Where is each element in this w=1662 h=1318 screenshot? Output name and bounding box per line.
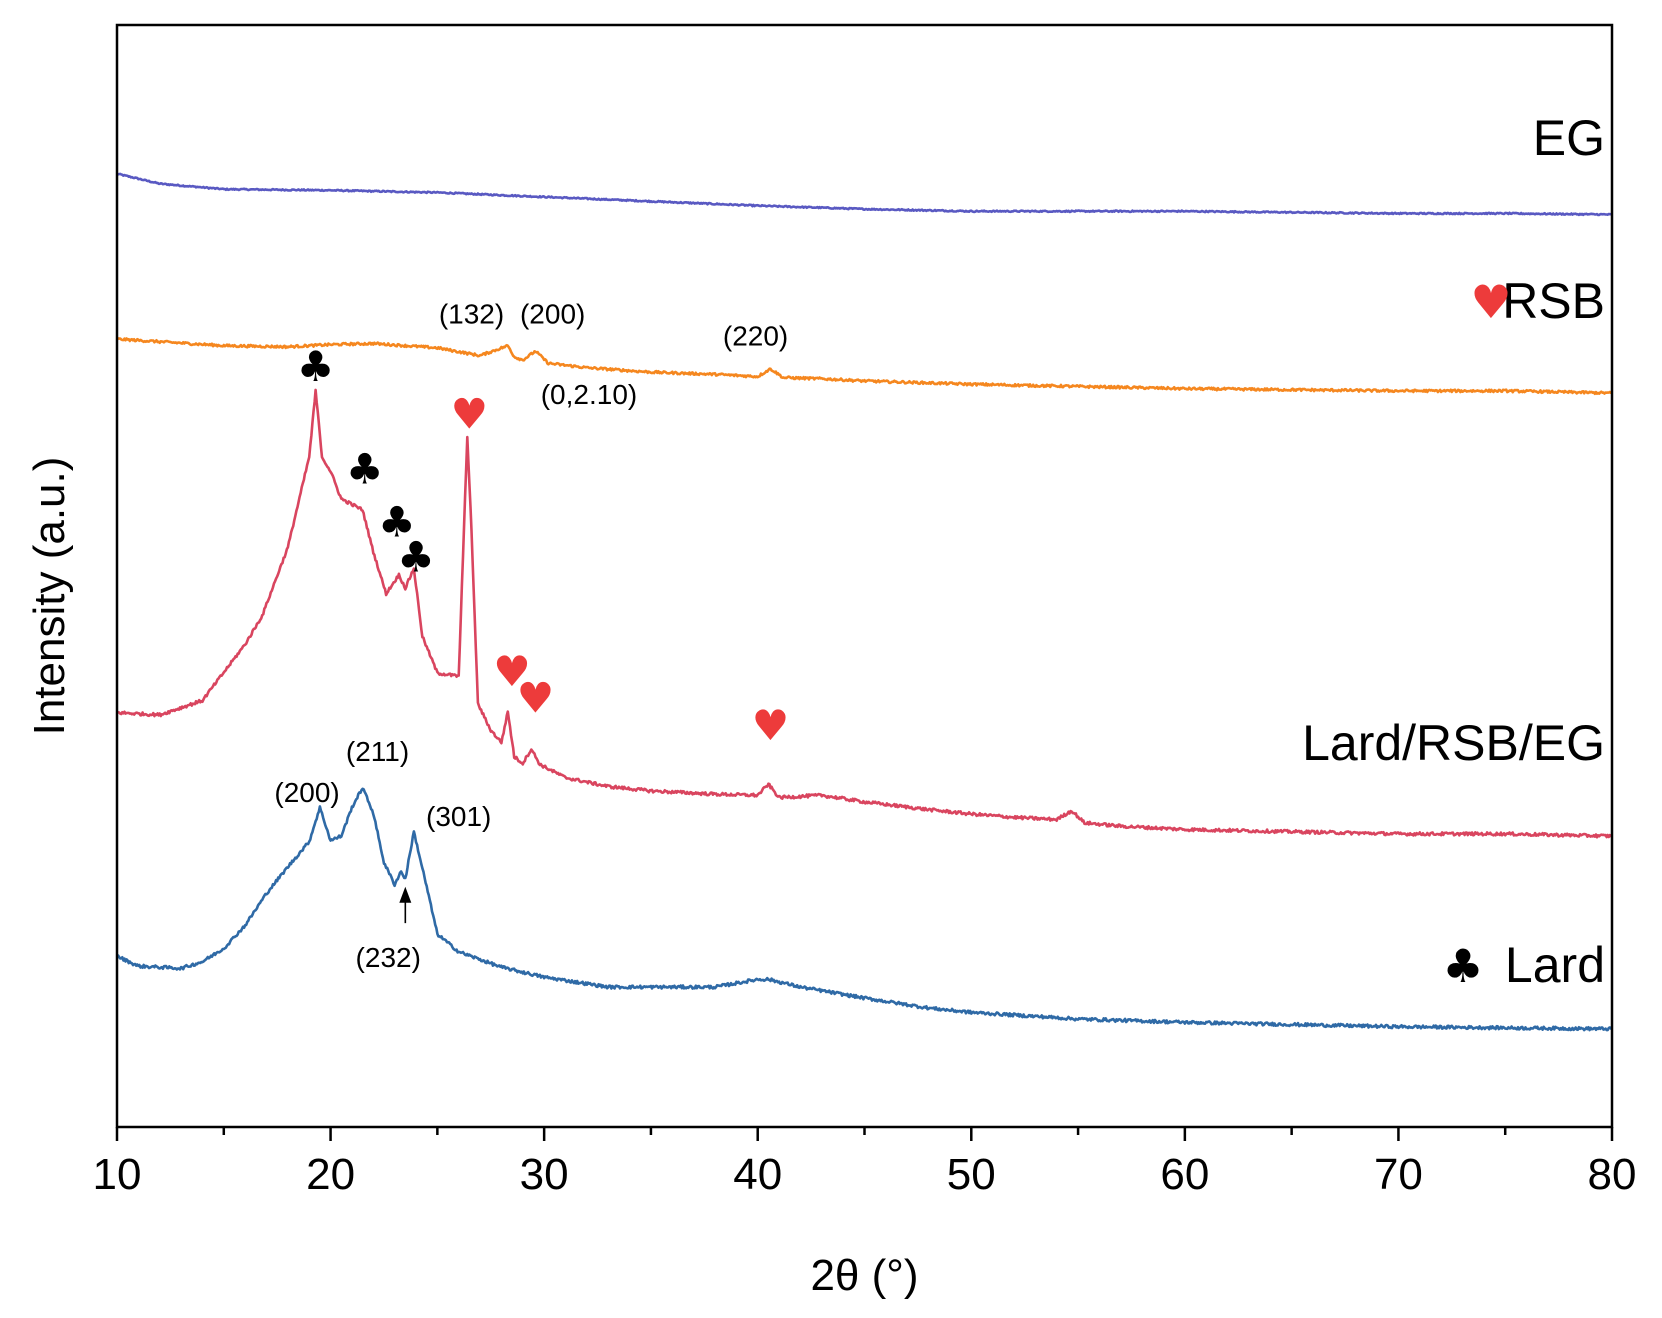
peak-annotation: (301) bbox=[426, 801, 491, 832]
x-tick-label: 60 bbox=[1160, 1150, 1209, 1199]
x-tick-label: 20 bbox=[306, 1150, 355, 1199]
legend-heart-icon: ♥ bbox=[1470, 275, 1511, 329]
peak-annotation: (0,2.10) bbox=[541, 379, 638, 410]
series-line-eg bbox=[116, 172, 1613, 217]
x-tick-label: 30 bbox=[520, 1150, 569, 1199]
series-line-lard bbox=[115, 787, 1613, 1032]
peak-marker-heart-icon: ♥ bbox=[493, 647, 531, 696]
peak-annotation: (200) bbox=[274, 777, 339, 808]
peak-marker-club-icon: ♣ bbox=[378, 497, 416, 546]
peak-annotation: (232) bbox=[356, 942, 421, 973]
peak-marker-club-icon: ♣ bbox=[346, 444, 384, 493]
series-line-rsb bbox=[116, 337, 1613, 396]
plot-area: 10 20 30 40 50 60 70 80 (132) (200) (220) (0,2.10) (… bbox=[93, 23, 1637, 1199]
y-axis-label: Intensity (a.u.) bbox=[25, 457, 74, 736]
x-tick-label: 10 bbox=[93, 1150, 142, 1199]
peak-marker-club-icon: ♣ bbox=[297, 342, 335, 391]
x-tick-label: 80 bbox=[1588, 1150, 1637, 1199]
peak-annotation: (211) bbox=[346, 736, 409, 767]
peak-marker-heart-icon: ♥ bbox=[517, 674, 555, 723]
peak-annotation: (220) bbox=[723, 321, 788, 352]
legend-label: EG bbox=[1533, 110, 1605, 166]
legend-club-icon: ♣ bbox=[1442, 939, 1483, 993]
x-tick-label: 50 bbox=[947, 1150, 996, 1199]
peak-marker-club-icon: ♣ bbox=[397, 533, 435, 582]
x-axis-label: 2θ (°) bbox=[810, 1251, 918, 1300]
x-tick-label: 40 bbox=[733, 1150, 782, 1199]
legend-label: Lard/RSB/EG bbox=[1302, 715, 1605, 771]
peak-annotation: (132) bbox=[439, 299, 504, 330]
x-tick-label: 70 bbox=[1374, 1150, 1423, 1199]
legend-label: RSB bbox=[1502, 273, 1605, 329]
peak-marker-heart-icon: ♥ bbox=[752, 701, 790, 750]
peak-annotation: (200) bbox=[520, 299, 585, 330]
arrow-head-icon bbox=[399, 886, 412, 903]
series-line-lard-rsb-eg bbox=[116, 388, 1614, 839]
peak-marker-heart-icon: ♥ bbox=[451, 389, 489, 438]
legend-label: Lard bbox=[1505, 937, 1605, 993]
